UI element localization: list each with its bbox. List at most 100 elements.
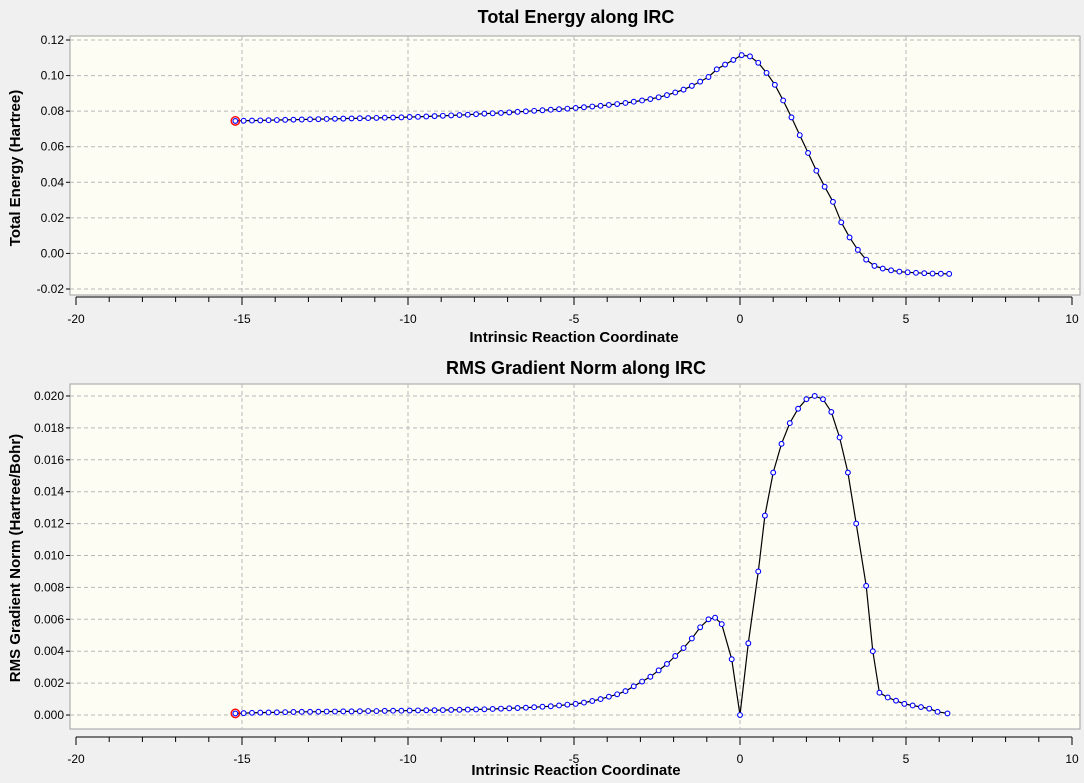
energy-data-point [821, 183, 828, 190]
energy-ytick-label: 0.02 [41, 211, 65, 225]
gradient-data-point [232, 710, 239, 717]
gradient-data-point [926, 705, 933, 712]
gradient-data-point [581, 699, 587, 706]
gradient-data-point [381, 707, 388, 714]
gradient-ytick-label: 0.016 [34, 453, 64, 467]
energy-data-point [796, 132, 803, 139]
gradient-data-point [934, 708, 941, 715]
gradient-data-point [705, 616, 712, 623]
gradient-data-point [688, 635, 695, 642]
energy-data-point [323, 116, 330, 122]
gradient-data-point [755, 568, 762, 575]
energy-data-point [564, 105, 571, 112]
energy-data-point [763, 69, 770, 76]
gradient-data-point [786, 420, 793, 427]
gradient-ytick-label: 0.002 [34, 676, 64, 690]
energy-data-point [398, 114, 405, 121]
gradient-current-point-marker[interactable] [230, 708, 241, 719]
energy-data-point [415, 113, 421, 120]
energy-data-point [456, 112, 463, 119]
energy-xtick-label: 0 [737, 312, 744, 326]
gradient-ytick-label: 0.006 [34, 612, 64, 626]
energy-data-point [738, 52, 745, 59]
energy-data-point [730, 56, 737, 63]
gradient-data-point [647, 673, 654, 680]
gradient-xtick-label: -20 [67, 752, 85, 766]
gradient-data-point [811, 393, 818, 399]
energy-data-point [298, 116, 305, 123]
energy-data-point [896, 268, 903, 275]
energy-xtick-label: -5 [569, 312, 580, 326]
gradient-data-point [893, 697, 899, 704]
energy-data-point [805, 149, 812, 156]
gradient-data-point [373, 708, 380, 714]
energy-data-point [464, 111, 471, 118]
gradient-data-point [522, 704, 529, 711]
energy-data-point [755, 59, 762, 66]
energy-plot-background [69, 35, 1081, 296]
energy-data-point [913, 269, 919, 276]
energy-data-point [539, 107, 546, 114]
energy-data-point [547, 106, 554, 113]
energy-xtick-label: -20 [67, 312, 85, 326]
energy-data-point [639, 97, 646, 104]
energy-data-point [373, 114, 380, 121]
energy-ytick-label: 0.04 [41, 175, 65, 189]
energy-current-point-marker[interactable] [230, 116, 241, 126]
gradient-data-point [406, 707, 413, 714]
energy-data-point [780, 97, 787, 104]
energy-data-point [705, 74, 712, 80]
gradient-data-point [672, 653, 679, 659]
gradient-data-point [712, 614, 719, 621]
energy-data-point [340, 115, 347, 122]
energy-ytick-label: 0.00 [41, 246, 65, 260]
gradient-data-point [630, 683, 637, 690]
gradient-data-point [589, 698, 596, 704]
energy-data-point [622, 100, 629, 106]
gradient-data-point [481, 706, 488, 713]
gradient-data-point [622, 688, 629, 695]
energy-ytick-label: 0.06 [41, 140, 65, 154]
energy-data-point [581, 104, 587, 111]
energy-data-point [904, 269, 911, 276]
gradient-data-point [240, 710, 247, 717]
energy-data-point [647, 96, 654, 102]
gradient-data-point [473, 706, 480, 713]
gradient-ytick-label: 0.020 [34, 389, 64, 403]
energy-data-point [348, 115, 355, 122]
gradient-data-point [901, 700, 908, 707]
gradient-plot-area: 0.000 0.002 0.004 0.006 0.008 0.010 0.012 0.014… [34, 383, 1081, 766]
gradient-data-point [348, 708, 355, 715]
energy-data-point [481, 110, 488, 117]
energy-plot-area: -0.02 0.00 0.02 0.04 0.06 0.08 0.10 0.12 -20 -15 -… [37, 33, 1081, 326]
gradient-data-point [456, 706, 463, 713]
energy-xtick-label: -10 [399, 312, 417, 326]
energy-data-point [282, 116, 289, 123]
energy-data-point [722, 61, 729, 68]
gradient-data-point [498, 705, 504, 712]
energy-chart-ylabel: Total Energy (Hartree) [7, 90, 24, 246]
energy-data-point [423, 113, 430, 120]
gradient-data-point [944, 710, 951, 717]
gradient-data-point [820, 396, 826, 403]
gradient-data-point [737, 712, 743, 718]
energy-data-point [390, 114, 397, 121]
energy-data-point [307, 116, 314, 123]
gradient-data-point [869, 648, 876, 655]
gradient-data-point [365, 708, 372, 714]
energy-data-point [921, 270, 928, 277]
gradient-data-point [909, 702, 916, 709]
gradient-ytick-label: 0.014 [34, 485, 64, 499]
gradient-data-point [423, 707, 430, 714]
energy-xtick-label: -15 [233, 312, 251, 326]
gradient-data-point [680, 645, 687, 651]
gradient-data-point [257, 709, 264, 716]
energy-data-point [498, 109, 504, 116]
energy-data-point [713, 66, 720, 73]
gradient-data-point [828, 408, 835, 415]
gradient-data-point [884, 694, 891, 701]
gradient-data-point [290, 709, 297, 715]
energy-data-point [448, 112, 455, 119]
energy-data-point [838, 219, 845, 226]
